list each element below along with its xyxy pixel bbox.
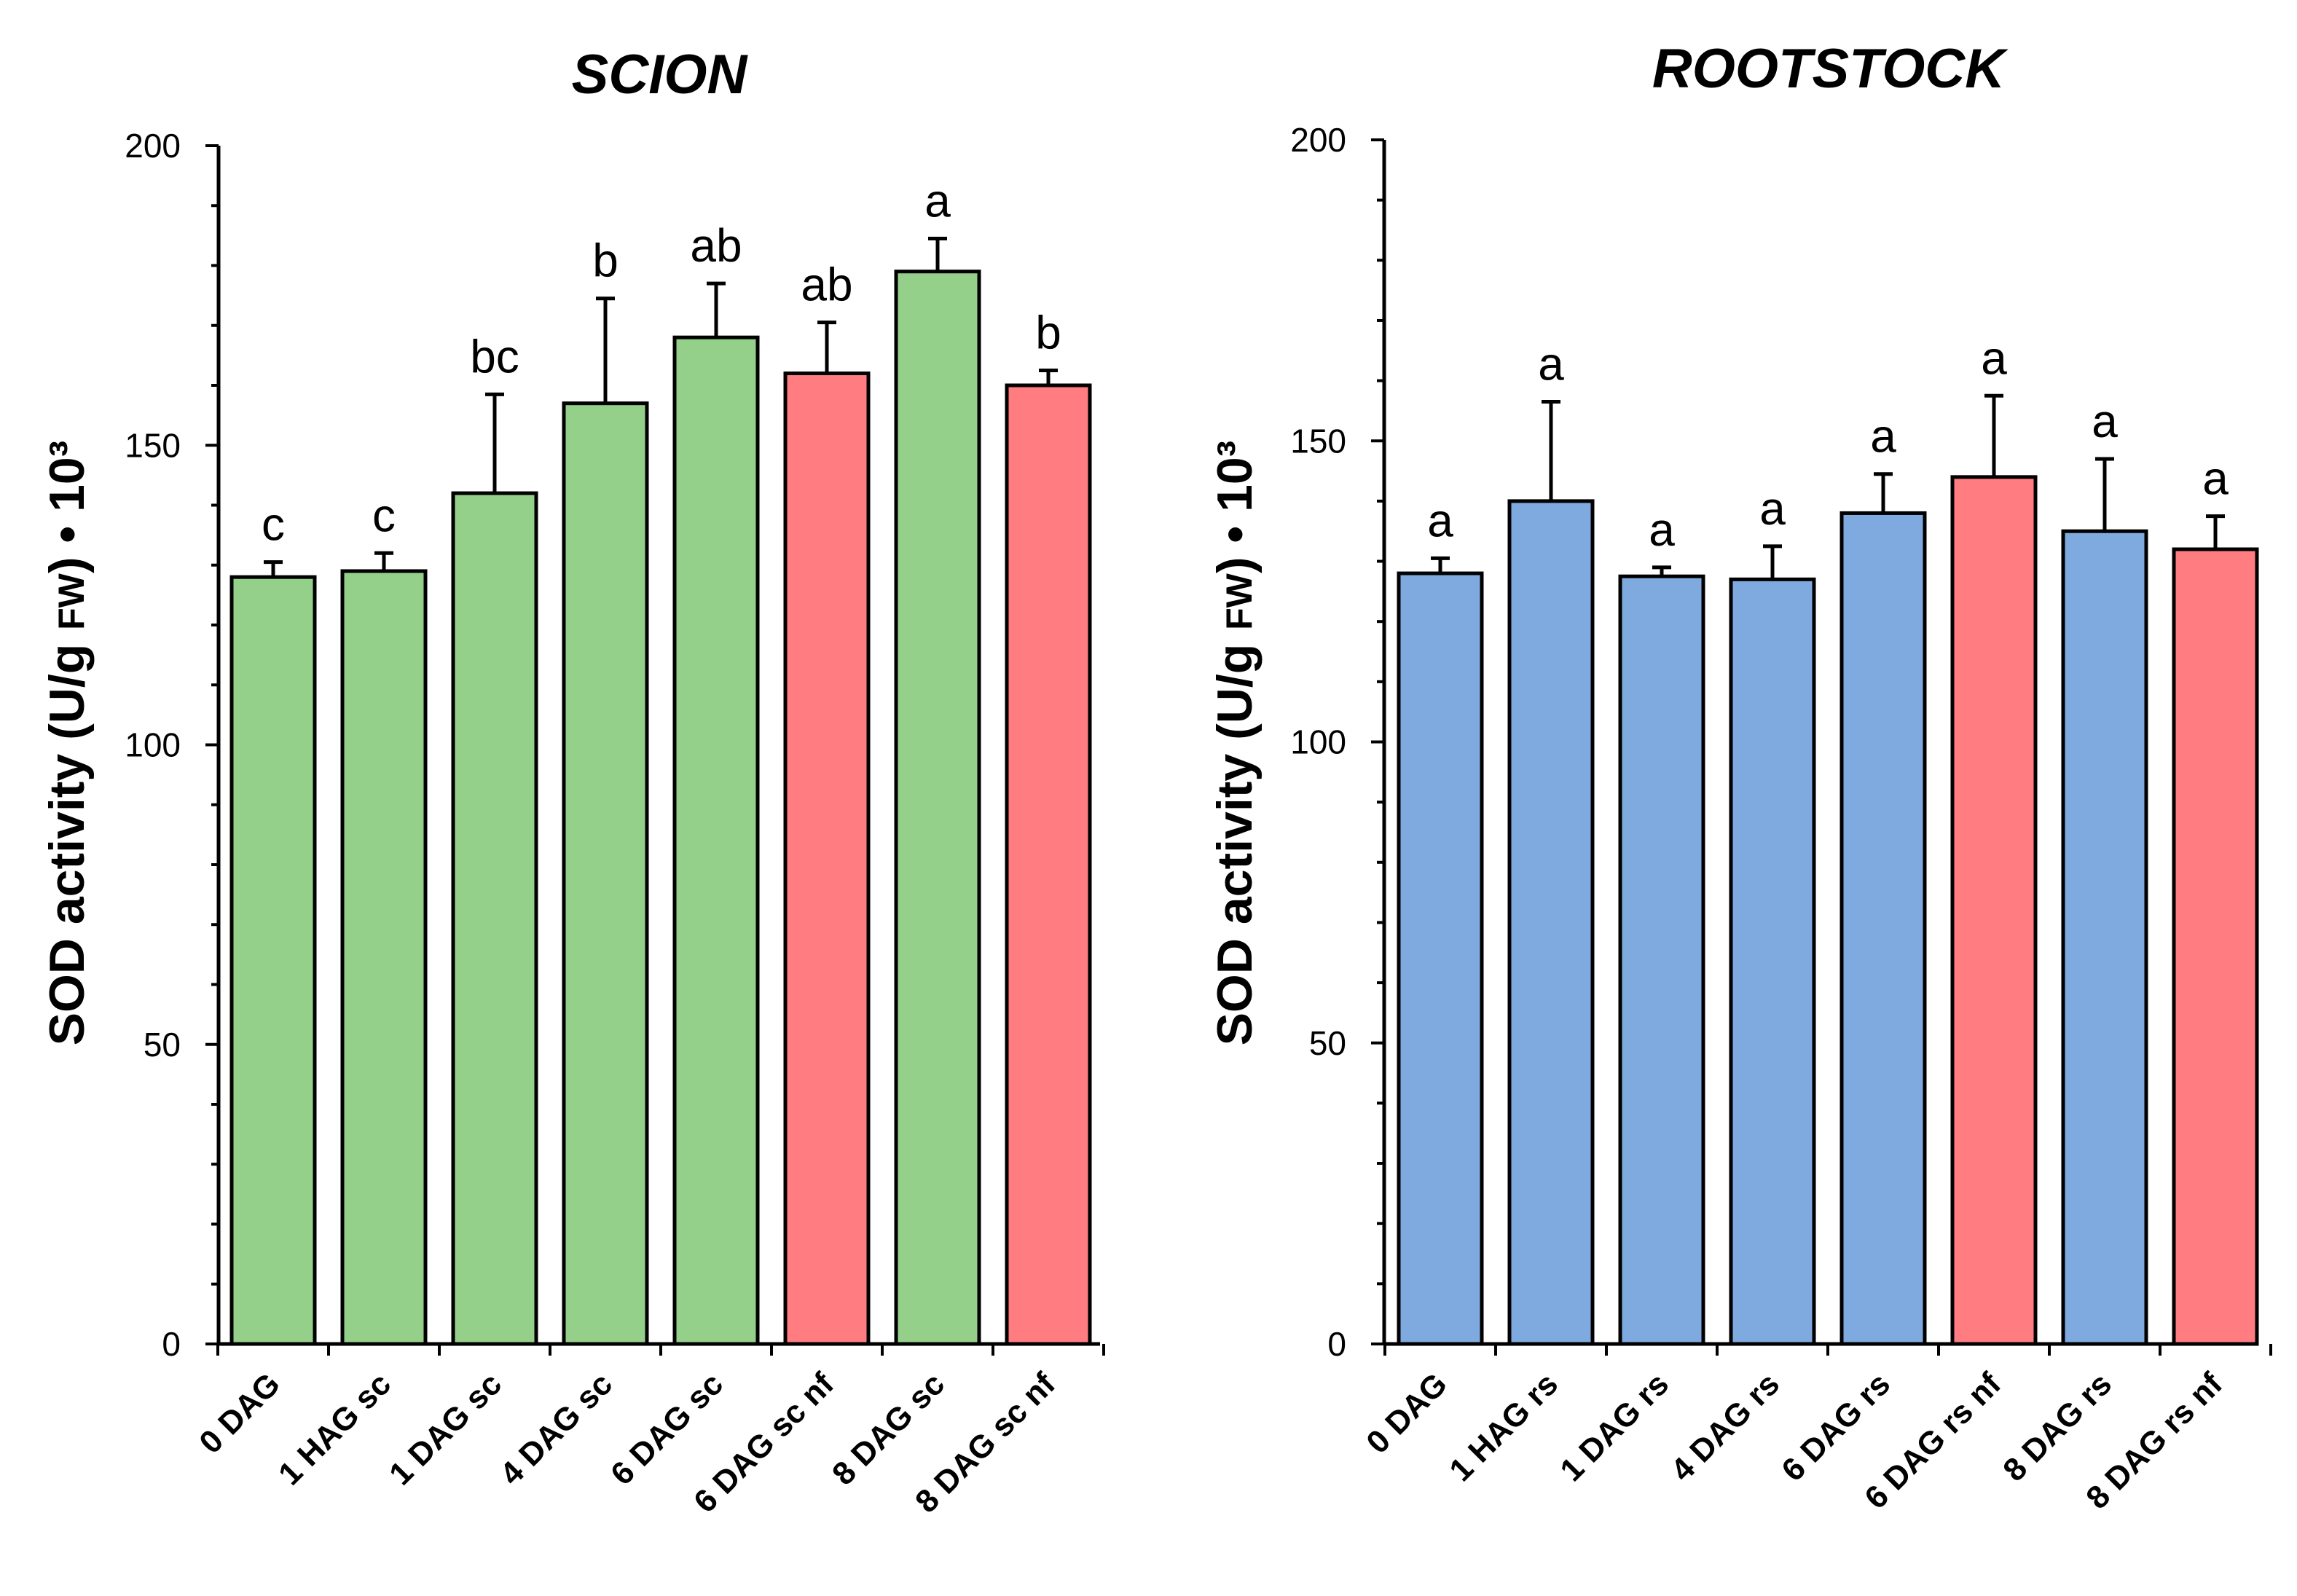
bar — [1618, 574, 1705, 1346]
rootstock-panel: ROOTSTOCK SOD activity (U/g FW) • 10³ 0 50 1… — [1207, 38, 2272, 1516]
significance-letter: a — [924, 174, 951, 227]
significance-letter: a — [1538, 338, 1564, 390]
x-tick-label: 1 HAG rs — [1442, 1366, 1565, 1488]
significance-letter: a — [1981, 331, 2007, 384]
y-tick-label: 50 — [144, 1026, 181, 1064]
significance-letter: b — [1035, 306, 1061, 358]
significance-letter: c — [262, 498, 285, 551]
bar — [229, 575, 317, 1346]
bar — [783, 372, 871, 1346]
x-tick-label: 1 DAG rs — [1553, 1366, 1676, 1488]
significance-letter: ab — [801, 259, 852, 311]
x-tick-label: 4 DAG rs — [1664, 1366, 1786, 1488]
bar — [340, 569, 428, 1346]
y-tick-label: 0 — [162, 1325, 181, 1363]
bar — [451, 491, 538, 1346]
bar — [2061, 529, 2148, 1346]
bar — [1839, 511, 1927, 1346]
significance-letter: a — [2092, 395, 2118, 447]
scion-panel: SCION SOD activity (U/g FW) • 10³ 0 50 100 15… — [39, 44, 1105, 1520]
bar — [562, 401, 649, 1346]
y-axis-label: SOD activity (U/g FW) • 10³ — [1207, 441, 1263, 1046]
bar — [1005, 383, 1092, 1346]
significance-letter: b — [592, 235, 619, 287]
significance-letter: a — [2202, 452, 2229, 505]
y-tick-label: 100 — [1290, 723, 1346, 761]
y-tick-label: 150 — [1290, 422, 1346, 460]
significance-letter: c — [372, 489, 396, 541]
y-tick-label: 100 — [125, 726, 181, 764]
chart-title: ROOTSTOCK — [1652, 38, 2009, 100]
significance-letter: a — [1649, 503, 1675, 556]
bar — [1950, 475, 2038, 1346]
y-tick-label: 150 — [125, 426, 181, 464]
x-tick-label: 0 DAG — [192, 1366, 287, 1461]
x-tick-label: 0 DAG — [1359, 1366, 1454, 1461]
y-tick-label: 0 — [1327, 1325, 1346, 1363]
x-tick-label: 4 DAG sc — [493, 1366, 619, 1492]
x-tick-label: 1 DAG sc — [382, 1366, 509, 1492]
y-axis-label: SOD activity (U/g FW) • 10³ — [39, 441, 95, 1046]
significance-letter: a — [1427, 494, 1453, 546]
bar — [672, 335, 760, 1346]
chart-title: SCION — [572, 44, 749, 106]
x-tick-label: 1 HAG sc — [272, 1366, 398, 1492]
y-tick-label: 50 — [1309, 1024, 1346, 1062]
bar — [2172, 547, 2259, 1346]
bar — [1507, 499, 1595, 1346]
y-tick-label: 200 — [125, 127, 181, 165]
significance-letter: a — [1759, 482, 1786, 535]
significance-letter: ab — [690, 219, 742, 272]
significance-letter: bc — [470, 330, 519, 382]
bar — [1729, 577, 1816, 1346]
significance-letter: a — [1870, 410, 1896, 463]
bar — [1397, 571, 1484, 1346]
y-tick-label: 200 — [1290, 121, 1346, 159]
bar — [894, 270, 981, 1346]
